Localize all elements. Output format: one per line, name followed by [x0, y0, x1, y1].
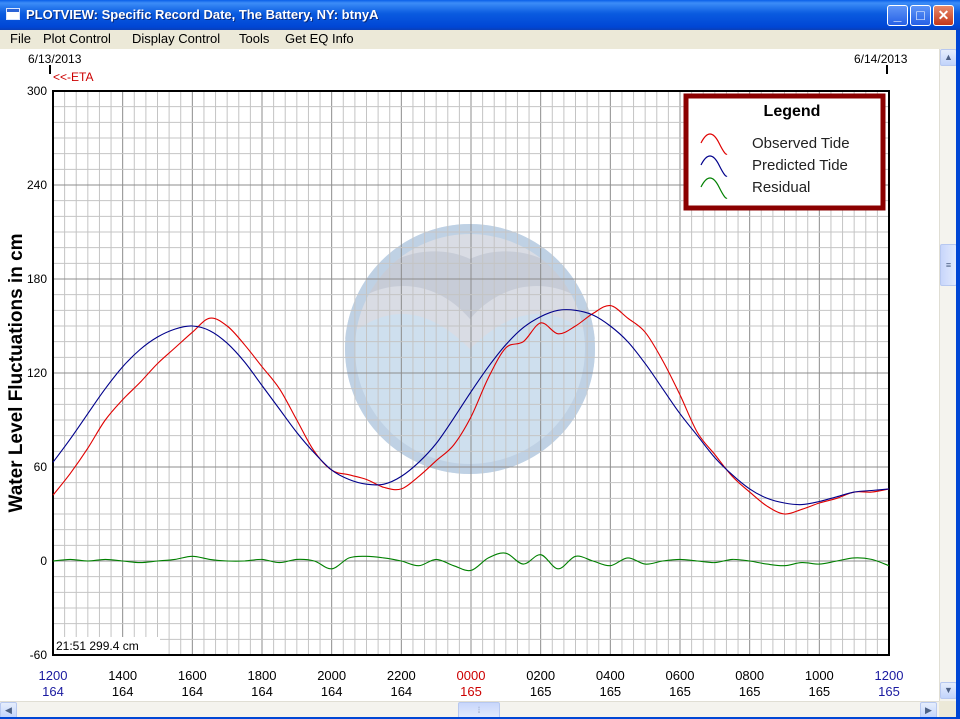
- x-tick-day-label: 165: [808, 684, 830, 699]
- series-lines: [52, 305, 890, 572]
- series-line-observed-tide: [52, 305, 890, 515]
- x-tick-time-label: 1600: [178, 668, 207, 683]
- y-tick-label: 240: [27, 178, 47, 192]
- x-tick-time-label: 1000: [805, 668, 834, 683]
- readout-background: [54, 637, 160, 654]
- y-tick-label: 120: [27, 366, 47, 380]
- y-axis-title: Water Level Fluctuations in cm: [6, 233, 27, 512]
- y-tick-label: -60: [30, 648, 48, 662]
- x-tick-day-label: 164: [42, 684, 64, 699]
- x-tick-time-label: 1200: [39, 668, 68, 683]
- window-border-right: [956, 30, 960, 719]
- plot-frame: [52, 90, 890, 656]
- legend-label-predicted: Predicted Tide: [752, 157, 848, 174]
- minimize-button[interactable]: _: [887, 5, 908, 26]
- x-tick-time-label: 0200: [526, 668, 555, 683]
- menu-bar: File Plot Control Display Control Tools …: [0, 30, 960, 50]
- noaa-watermark-icon: [345, 224, 595, 474]
- scrollbar-corner: [939, 701, 960, 719]
- x-tick-time-label: 1400: [108, 668, 137, 683]
- menu-plot-control[interactable]: Plot Control: [43, 31, 111, 46]
- y-tick-label: 300: [27, 84, 47, 98]
- x-tick-day-label: 164: [112, 684, 134, 699]
- menu-display-control[interactable]: Display Control: [132, 31, 221, 46]
- x-tick-day-label: 165: [599, 684, 621, 699]
- maximize-button[interactable]: □: [910, 5, 931, 26]
- x-tick-time-label: 2000: [317, 668, 346, 683]
- tide-chart[interactable]: 6/13/2013 <<-ETA 6/14/2013 -60 0 60 120 180 2…: [0, 49, 939, 701]
- legend-label-observed: Observed Tide: [752, 135, 850, 152]
- cursor-readout: 21:51 299.4 cm: [56, 639, 139, 653]
- series-line-residual: [52, 552, 890, 572]
- y-tick-label: 180: [27, 272, 47, 286]
- legend-swatch-predicted: [700, 155, 728, 177]
- maximize-icon: □: [916, 7, 925, 23]
- y-tick-label: 60: [34, 460, 48, 474]
- scroll-up-icon[interactable]: ▲: [940, 49, 957, 66]
- window-title: PLOTVIEW: Specific Record Date, The Batt…: [26, 7, 379, 22]
- y-axis: -60 0 60 120 180 240 300: [27, 84, 47, 662]
- vertical-scroll-thumb[interactable]: ≡: [940, 244, 957, 286]
- x-tick-time-label: 0800: [735, 668, 764, 683]
- x-tick-day-label: 165: [460, 684, 482, 699]
- y-tick-label: 0: [40, 554, 47, 568]
- app-window-icon: [6, 8, 20, 20]
- legend: Legend Observed Tide Predicted Tide Resi…: [683, 93, 886, 211]
- legend-swatch-observed: [700, 133, 728, 155]
- x-tick-time-label: 0000: [457, 668, 486, 683]
- x-tick-time-label: 0600: [666, 668, 695, 683]
- x-axis: 1200164140016416001641800164200016422001…: [39, 668, 904, 699]
- x-tick-day-label: 164: [181, 684, 203, 699]
- close-icon: ✕: [937, 7, 950, 23]
- x-tick-day-label: 164: [321, 684, 343, 699]
- x-tick-day-label: 164: [251, 684, 273, 699]
- end-date-label: 6/14/2013: [854, 52, 908, 66]
- menu-get-eq-info[interactable]: Get EQ Info: [285, 31, 354, 46]
- series-line-predicted-tide: [52, 309, 890, 506]
- menu-tools[interactable]: Tools: [239, 31, 270, 46]
- title-bar[interactable]: PLOTVIEW: Specific Record Date, The Batt…: [0, 0, 960, 30]
- x-tick-day-label: 165: [669, 684, 691, 699]
- minimize-icon: _: [893, 7, 902, 23]
- vertical-scrollbar[interactable]: ▲ ≡ ▼: [939, 49, 957, 701]
- legend-label-residual: Residual: [752, 179, 810, 196]
- scroll-down-icon[interactable]: ▼: [940, 682, 957, 699]
- plot-area[interactable]: 6/13/2013 <<-ETA 6/14/2013 -60 0 60 120 180 2…: [0, 49, 939, 701]
- eta-label: <<-ETA: [53, 70, 93, 84]
- x-tick-day-label: 165: [878, 684, 900, 699]
- legend-swatch-residual: [700, 177, 728, 199]
- x-tick-day-label: 164: [390, 684, 412, 699]
- x-tick-time-label: 1800: [248, 668, 277, 683]
- x-tick-time-label: 1200: [875, 668, 904, 683]
- close-button[interactable]: ✕: [933, 5, 954, 26]
- x-tick-day-label: 165: [530, 684, 552, 699]
- start-date-label: 6/13/2013: [28, 52, 82, 66]
- x-tick-day-label: 165: [739, 684, 761, 699]
- x-tick-time-label: 2200: [387, 668, 416, 683]
- window-border-bottom: [0, 717, 960, 719]
- menu-file[interactable]: File: [10, 31, 31, 46]
- x-tick-time-label: 0400: [596, 668, 625, 683]
- legend-title: Legend: [764, 103, 821, 120]
